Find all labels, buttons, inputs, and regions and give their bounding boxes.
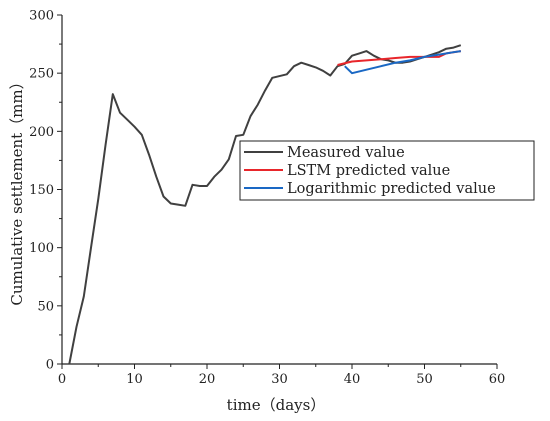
x-tick-label: 10 [126, 372, 143, 387]
y-tick-label: 300 [29, 9, 54, 24]
legend-label-measured: Measured value [287, 145, 405, 161]
x-tick-label: 30 [271, 372, 288, 387]
x-tick-label: 20 [199, 372, 216, 387]
y-tick-label: 250 [29, 67, 54, 82]
legend: Measured value LSTM predicted value Loga… [239, 140, 535, 201]
y-axis-title: Cumulative settlement（mm） [8, 74, 26, 305]
legend-label-lstm: LSTM predicted value [287, 163, 450, 179]
x-tick-label: 0 [58, 372, 66, 387]
x-tick-label: 60 [489, 372, 506, 387]
y-tick-label: 100 [29, 241, 54, 256]
legend-box [239, 140, 535, 201]
y-tick-label: 150 [29, 183, 54, 198]
y-tick-label: 200 [29, 125, 54, 140]
series-line-measured [68, 44, 462, 365]
series-line-logarithmic [344, 50, 461, 75]
legend-label-logarithmic: Logarithmic predicted value [287, 181, 496, 197]
x-axis-title: time（days） [227, 396, 326, 414]
y-tick-label: 50 [37, 299, 54, 314]
x-tick-label: 40 [344, 372, 361, 387]
y-tick-label: 0 [46, 358, 54, 373]
ticks: 0 10 20 30 40 50 60 0 50 100 150 200 250 300 [29, 9, 505, 388]
series-line-lstm [337, 50, 461, 66]
x-tick-label: 50 [416, 372, 433, 387]
plot-lines [68, 44, 462, 365]
